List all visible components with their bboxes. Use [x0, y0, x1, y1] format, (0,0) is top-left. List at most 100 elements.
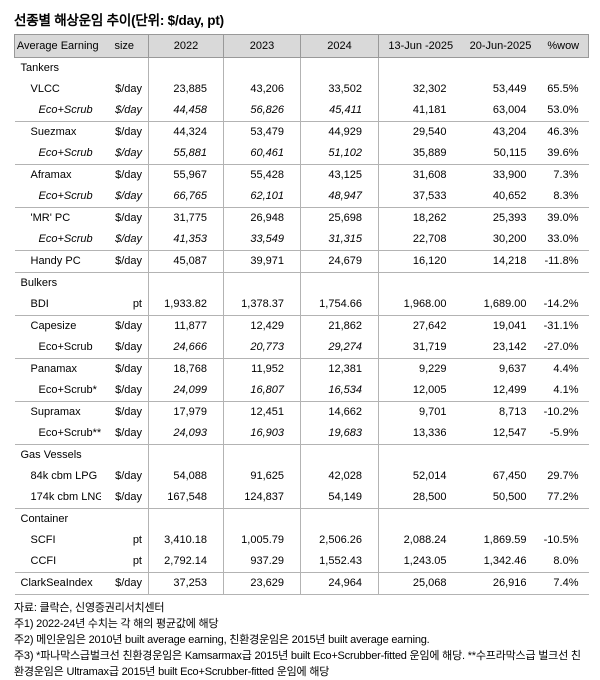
- table-footnotes: 자료: 클락슨, 신영증권리서치센터 주1) 2022-24년 수치는 각 해의…: [14, 600, 588, 680]
- unit-cell: [100, 444, 149, 466]
- table-row: Supramax $/day 17,979 12,451 14,662 9,701 8,71…: [15, 401, 589, 423]
- value-cell: -27.0%: [538, 337, 589, 359]
- value-cell: 33.0%: [538, 229, 589, 251]
- unit-cell: $/day: [100, 121, 149, 143]
- value-cell: 21,862: [300, 315, 379, 337]
- column-header: %wow: [538, 34, 589, 58]
- value-cell: 1,754.66: [300, 294, 379, 316]
- value-cell: 41,181: [378, 100, 463, 122]
- freight-table: Average Earning size 2022 2023 2024 13-Jun -2…: [14, 34, 589, 595]
- row-label: Bulkers: [20, 277, 58, 289]
- value-cell: 28,500: [378, 487, 463, 509]
- value-cell: [223, 508, 301, 530]
- value-cell: 44,324: [148, 121, 224, 143]
- value-cell: 12,429: [223, 315, 301, 337]
- value-cell: 43,204: [492, 126, 527, 138]
- unit-cell: [100, 508, 149, 530]
- value-cell: [379, 509, 463, 531]
- value-cell: 50,500: [462, 487, 539, 509]
- value-cell: 48,947: [300, 186, 379, 208]
- value-cell: 8.3%: [538, 186, 589, 208]
- value-cell: 51,102: [300, 143, 379, 165]
- value-cell: 50,115: [462, 143, 539, 165]
- unit-cell: $/day: [100, 401, 149, 423]
- row-label: Eco+Scrub: [14, 229, 101, 251]
- table-row: Panamax $/day 18,768 11,952 12,381 9,229 9,637…: [15, 358, 589, 380]
- value-cell: 37,253: [148, 572, 224, 595]
- row-label: Eco+Scrub*: [14, 380, 101, 402]
- value-cell: 55,967: [148, 164, 224, 186]
- value-cell: 19,683: [300, 423, 379, 445]
- value-cell: 1,552.43: [300, 551, 379, 573]
- value-cell: 12,451: [223, 401, 301, 423]
- row-label: Aframax: [30, 169, 72, 181]
- unit-cell: $/day: [100, 358, 149, 380]
- value-cell: 12,005: [378, 380, 463, 402]
- value-cell: 16,903: [223, 423, 301, 445]
- value-cell: 45,087: [148, 250, 224, 273]
- value-cell: 18,768: [148, 358, 224, 380]
- column-header: 2022: [148, 34, 224, 58]
- value-cell: 54,149: [300, 487, 379, 509]
- row-label: Eco+Scrub: [14, 186, 101, 208]
- value-cell: 44,929: [300, 121, 379, 143]
- value-cell: 31,315: [300, 229, 379, 251]
- unit-cell: $/day: [100, 572, 149, 595]
- value-cell: [148, 508, 224, 530]
- table-row: Eco+Scrub $/day 66,765 62,101 48,947 37,533 40…: [14, 186, 589, 208]
- value-cell: [463, 58, 539, 80]
- unit-cell: pt: [100, 530, 149, 551]
- value-cell: 39.0%: [547, 212, 579, 224]
- value-cell: 33,549: [223, 229, 301, 251]
- value-cell: 1,005.79: [223, 530, 301, 551]
- unit-cell: $/day: [100, 100, 149, 122]
- value-cell: [539, 58, 589, 80]
- value-cell: [223, 444, 301, 466]
- value-cell: 2,792.14: [148, 551, 224, 573]
- row-label: Gas Vessels: [20, 449, 82, 461]
- value-cell: 77.2%: [538, 487, 589, 509]
- value-cell: -10.2%: [543, 406, 579, 418]
- table-row: Aframax $/day 55,967 55,428 43,125 31,608 33,9…: [15, 164, 589, 186]
- value-cell: 22,708: [378, 229, 463, 251]
- value-cell: [148, 57, 224, 79]
- header-row: Average Earning size 2022 2023 2024 13-Jun -2…: [14, 34, 589, 58]
- value-cell: 16,534: [300, 380, 379, 402]
- value-cell: [148, 272, 224, 294]
- value-cell: 55,881: [148, 143, 224, 165]
- row-label: Tankers: [20, 62, 60, 74]
- value-cell: 31,608: [412, 169, 447, 181]
- value-cell: 13,336: [378, 423, 463, 445]
- footnote-1: 주1) 2022-24년 수치는 각 해의 평균값에 해당: [14, 618, 219, 630]
- value-cell: 26,916: [462, 572, 539, 595]
- value-cell: 12,547: [462, 423, 539, 445]
- value-cell: 33,900: [492, 169, 527, 181]
- value-cell: 42,028: [300, 466, 379, 487]
- value-cell: 24,666: [148, 337, 224, 359]
- value-cell: [463, 273, 539, 295]
- footnote-3: 주3) *파나막스급벌크선 친환경운임은 Kamsarmax급 2015년 bu…: [14, 650, 581, 678]
- unit-cell: $/day: [100, 164, 149, 186]
- row-label: Container: [20, 513, 69, 525]
- value-cell: 2,506.26: [300, 530, 379, 551]
- value-cell: 1,342.46: [462, 551, 539, 573]
- value-cell: [379, 273, 463, 295]
- row-label: CCFI: [14, 551, 101, 573]
- table-row: VLCC $/day 23,885 43,206 33,502 32,302 53,449 6…: [15, 79, 589, 100]
- value-cell: [539, 445, 589, 467]
- value-cell: [223, 57, 301, 79]
- row-label: Eco+Scrub: [14, 337, 101, 359]
- value-cell: 39.6%: [538, 143, 589, 165]
- value-cell: 167,548: [148, 487, 224, 509]
- value-cell: 1,243.05: [378, 551, 463, 573]
- value-cell: 46.3%: [547, 126, 579, 138]
- section-row: Container: [15, 508, 589, 531]
- value-cell: 24,093: [148, 423, 224, 445]
- value-cell: 2,088.24: [403, 534, 447, 546]
- row-label: Capesize: [30, 320, 77, 332]
- value-cell: 1,968.00: [378, 294, 463, 316]
- unit-cell: $/day: [100, 337, 149, 359]
- unit-cell: $/day: [100, 250, 149, 273]
- table-row: Eco+Scrub** $/day 24,093 16,903 19,683 13,336…: [14, 423, 589, 445]
